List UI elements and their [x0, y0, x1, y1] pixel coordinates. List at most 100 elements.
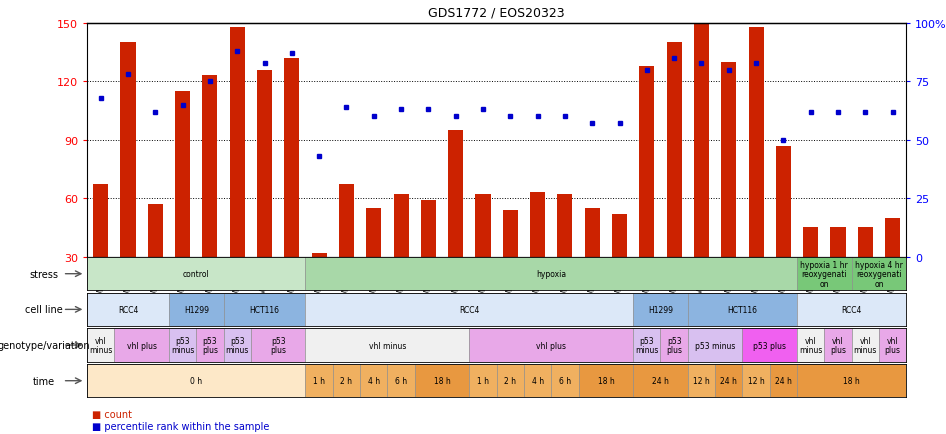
- Text: H1299: H1299: [184, 305, 209, 314]
- Bar: [688, 329, 743, 362]
- Text: 12 h: 12 h: [747, 376, 764, 385]
- Bar: [748, 28, 763, 257]
- Bar: [120, 43, 135, 257]
- Bar: [557, 195, 572, 257]
- Text: p53 plus: p53 plus: [753, 341, 786, 350]
- Text: hypoxia 1 hr
reoxygenati
on: hypoxia 1 hr reoxygenati on: [800, 260, 849, 288]
- Text: control: control: [183, 270, 210, 279]
- Bar: [579, 364, 633, 398]
- Bar: [879, 329, 906, 362]
- Text: p53
minus: p53 minus: [171, 336, 194, 355]
- Bar: [87, 257, 306, 291]
- Bar: [770, 364, 797, 398]
- Text: p53
plus: p53 plus: [271, 336, 287, 355]
- Bar: [251, 329, 306, 362]
- Text: RCC4: RCC4: [459, 305, 480, 314]
- Text: vhl minus: vhl minus: [369, 341, 406, 350]
- Bar: [476, 195, 491, 257]
- Bar: [824, 329, 851, 362]
- Bar: [339, 185, 354, 257]
- Bar: [196, 329, 223, 362]
- Text: vhl
minus: vhl minus: [799, 336, 822, 355]
- Text: vhl
minus: vhl minus: [89, 336, 113, 355]
- Text: vhl
minus: vhl minus: [853, 336, 877, 355]
- Bar: [469, 364, 497, 398]
- Bar: [169, 329, 196, 362]
- Text: 24 h: 24 h: [775, 376, 792, 385]
- Text: vhl
plus: vhl plus: [830, 336, 846, 355]
- Bar: [797, 364, 906, 398]
- Bar: [306, 329, 469, 362]
- Bar: [414, 364, 469, 398]
- Bar: [93, 185, 108, 257]
- Text: 1 h: 1 h: [477, 376, 489, 385]
- Text: 2 h: 2 h: [504, 376, 517, 385]
- Text: p53
plus: p53 plus: [201, 336, 218, 355]
- Bar: [306, 364, 333, 398]
- Bar: [87, 329, 114, 362]
- Bar: [612, 214, 627, 257]
- Bar: [202, 76, 218, 257]
- Text: vhl
plus: vhl plus: [885, 336, 901, 355]
- Text: 1 h: 1 h: [313, 376, 325, 385]
- Bar: [169, 293, 223, 326]
- Bar: [797, 329, 824, 362]
- Bar: [715, 364, 743, 398]
- Bar: [230, 28, 245, 257]
- Bar: [87, 364, 306, 398]
- Bar: [743, 364, 770, 398]
- Text: 24 h: 24 h: [652, 376, 669, 385]
- Text: 4 h: 4 h: [532, 376, 544, 385]
- Bar: [797, 293, 906, 326]
- Bar: [114, 329, 169, 362]
- Bar: [223, 293, 306, 326]
- Bar: [721, 63, 736, 257]
- Text: cell line: cell line: [25, 305, 62, 315]
- Bar: [585, 208, 600, 257]
- Text: hypoxia 4 hr
reoxygenati
on: hypoxia 4 hr reoxygenati on: [855, 260, 902, 288]
- Bar: [333, 364, 360, 398]
- Text: ■ count: ■ count: [92, 409, 131, 419]
- Bar: [394, 195, 409, 257]
- Text: stress: stress: [29, 269, 58, 279]
- Bar: [148, 204, 163, 257]
- Bar: [421, 201, 436, 257]
- Bar: [366, 208, 381, 257]
- Text: 18 h: 18 h: [433, 376, 450, 385]
- Text: p53
minus: p53 minus: [635, 336, 658, 355]
- Bar: [388, 364, 414, 398]
- Bar: [257, 70, 272, 257]
- Bar: [306, 257, 797, 291]
- Bar: [776, 146, 791, 257]
- Text: 24 h: 24 h: [720, 376, 737, 385]
- Bar: [633, 364, 688, 398]
- Text: 6 h: 6 h: [395, 376, 407, 385]
- Bar: [851, 329, 879, 362]
- Bar: [552, 364, 579, 398]
- Text: 6 h: 6 h: [559, 376, 571, 385]
- Bar: [660, 329, 688, 362]
- Bar: [469, 329, 633, 362]
- Bar: [633, 293, 688, 326]
- Bar: [803, 228, 818, 257]
- Bar: [688, 364, 715, 398]
- Bar: [360, 364, 388, 398]
- Text: vhl plus: vhl plus: [127, 341, 157, 350]
- Text: genotype/variation: genotype/variation: [0, 340, 90, 350]
- Bar: [797, 257, 851, 291]
- Text: RCC4: RCC4: [118, 305, 138, 314]
- Bar: [285, 59, 299, 257]
- Bar: [694, 24, 709, 257]
- Bar: [885, 218, 901, 257]
- Bar: [851, 257, 906, 291]
- Bar: [633, 329, 660, 362]
- Text: 18 h: 18 h: [843, 376, 860, 385]
- Bar: [667, 43, 682, 257]
- Text: 4 h: 4 h: [368, 376, 380, 385]
- Bar: [306, 293, 633, 326]
- Text: HCT116: HCT116: [727, 305, 758, 314]
- Bar: [524, 364, 552, 398]
- Bar: [502, 210, 517, 257]
- Text: HCT116: HCT116: [250, 305, 279, 314]
- Bar: [530, 193, 545, 257]
